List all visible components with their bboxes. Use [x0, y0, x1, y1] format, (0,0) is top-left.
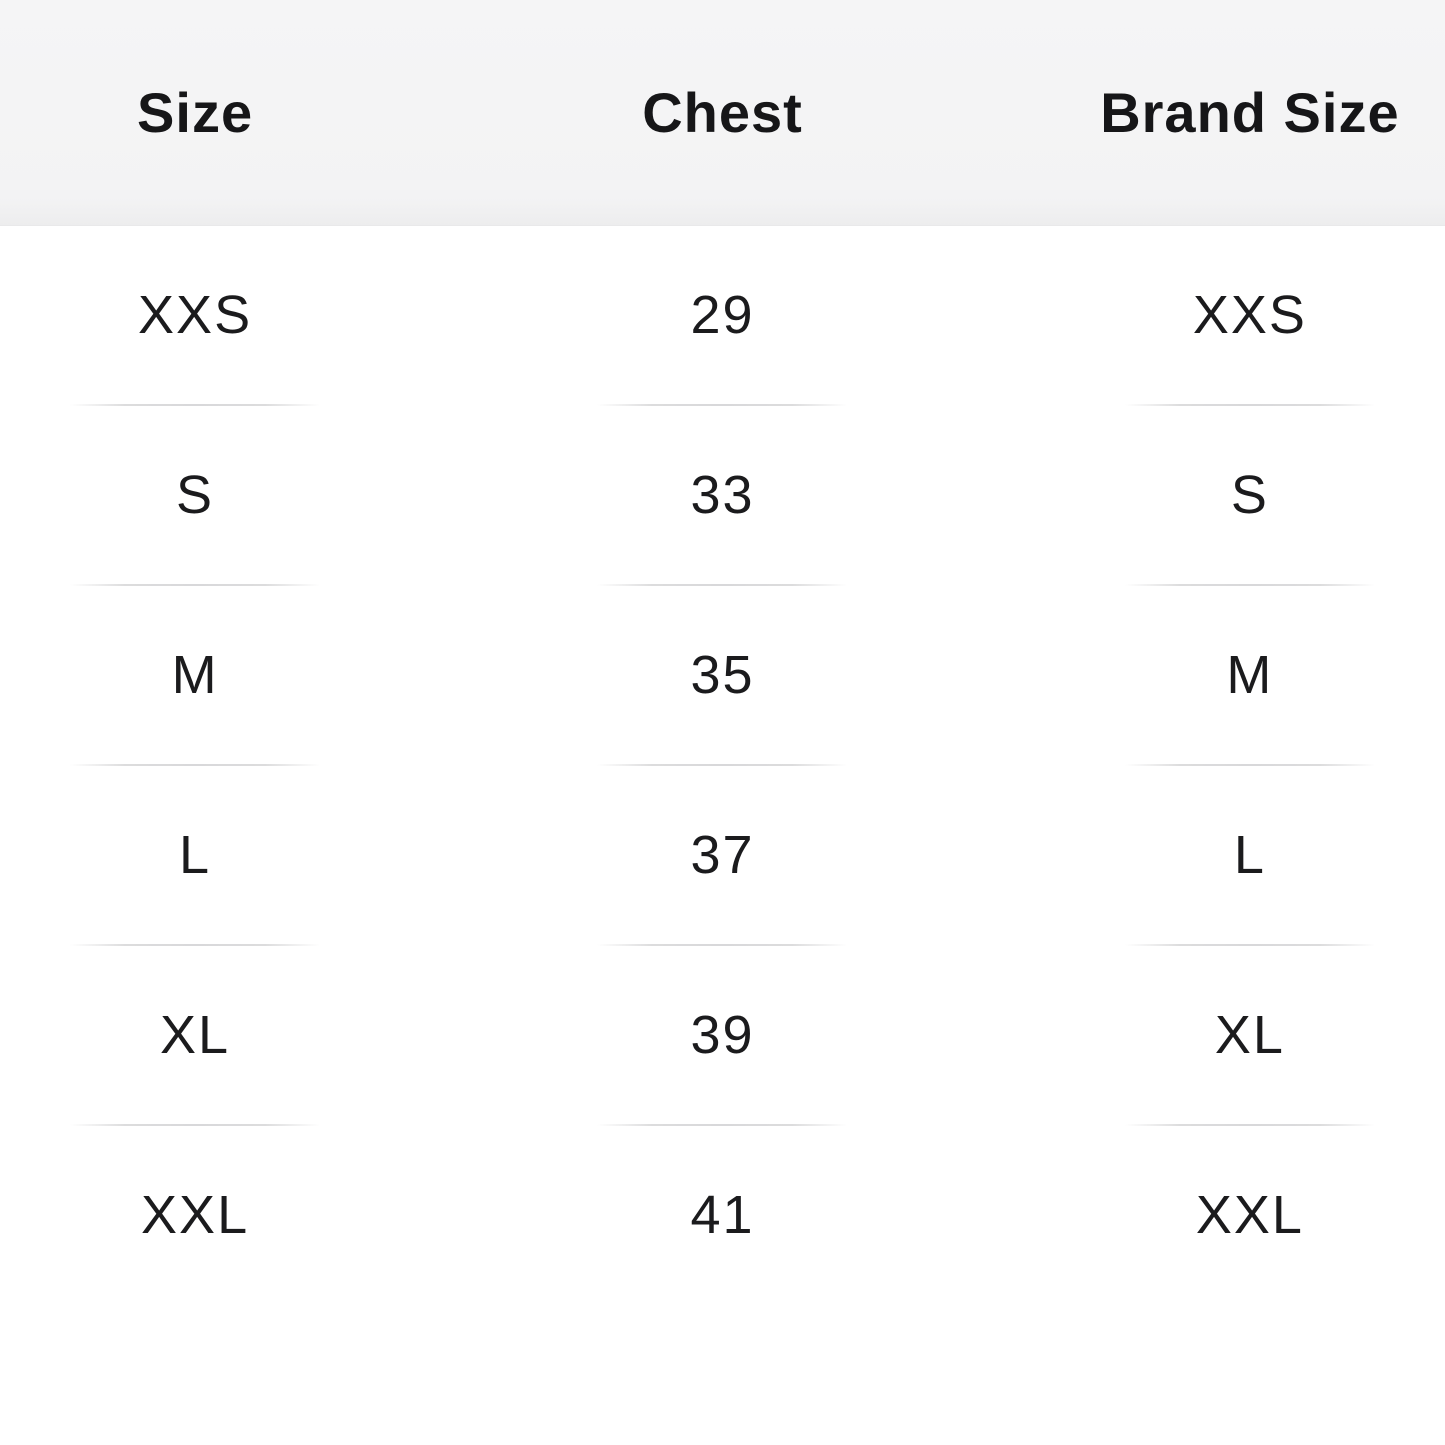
brand-size-cell: XXS [1192, 285, 1307, 345]
divider-line [597, 404, 848, 406]
size-cell: XXL [141, 1185, 250, 1245]
size-cell: XXS [138, 285, 253, 345]
brand-size-cell: XL [1214, 1005, 1285, 1065]
table-row: L 37 L [0, 766, 1445, 944]
size-cell: L [179, 825, 212, 885]
divider-line [70, 584, 321, 586]
brand-size-cell: L [1233, 825, 1266, 885]
chest-cell: 39 [690, 1005, 755, 1065]
divider-line [597, 764, 848, 766]
divider-line [597, 1124, 848, 1126]
empty-footer-space [0, 1304, 1445, 1445]
size-cell: M [171, 645, 219, 705]
row-divider [0, 764, 1445, 766]
row-divider [0, 944, 1445, 946]
table-row: XXL 41 XXL [0, 1126, 1445, 1304]
column-header-brand-size: Brand Size [1100, 81, 1400, 144]
column-header-size: Size [137, 81, 254, 144]
divider-line [70, 404, 321, 406]
table-row: M 35 M [0, 586, 1445, 764]
row-divider [0, 584, 1445, 586]
divider-line [1124, 764, 1375, 766]
divider-line [597, 944, 848, 946]
divider-line [70, 764, 321, 766]
chest-cell: 37 [690, 825, 755, 885]
divider-line [70, 1124, 321, 1126]
size-cell: S [176, 465, 215, 525]
divider-line [597, 584, 848, 586]
chest-cell: 41 [690, 1185, 755, 1245]
brand-size-cell: M [1226, 645, 1274, 705]
table-row: XXS 29 XXS [0, 226, 1445, 404]
row-divider [0, 404, 1445, 406]
size-cell: XL [160, 1005, 231, 1065]
size-chart-header-row: Size Chest Brand Size [0, 0, 1445, 226]
divider-line [70, 944, 321, 946]
chest-cell: 35 [690, 645, 755, 705]
divider-line [1124, 404, 1375, 406]
chest-cell: 29 [690, 285, 755, 345]
table-row: S 33 S [0, 406, 1445, 584]
divider-line [1124, 944, 1375, 946]
chest-cell: 33 [690, 465, 755, 525]
divider-line [1124, 1124, 1375, 1126]
table-row: XL 39 XL [0, 946, 1445, 1124]
brand-size-cell: XXL [1195, 1185, 1304, 1245]
divider-line [1124, 584, 1375, 586]
row-divider [0, 1124, 1445, 1126]
brand-size-cell: S [1230, 465, 1269, 525]
column-header-chest: Chest [642, 81, 803, 144]
